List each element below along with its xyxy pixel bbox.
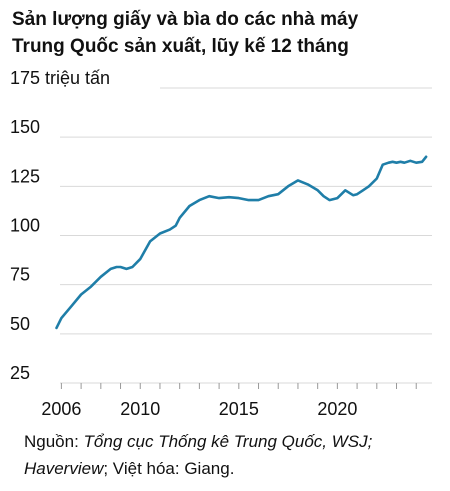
source-note: Nguồn: Tổng cục Thống kê Trung Quốc, WSJ… — [24, 428, 444, 482]
y-tick-label: 175 triệu tấn — [10, 68, 110, 88]
source-part-2: Haverview — [24, 459, 104, 478]
y-tick-label: 100 — [10, 216, 40, 236]
source-line-1: Nguồn: Tổng cục Thống kê Trung Quốc, WSJ… — [24, 428, 444, 455]
chart-title-line-2: Trung Quốc sản xuất, lũy kế 12 tháng — [12, 36, 349, 57]
y-tick-label: 125 — [10, 166, 40, 186]
y-tick-label: 75 — [10, 265, 30, 285]
series-line — [55, 155, 428, 330]
y-tick-label: 25 — [10, 363, 30, 383]
source-line-2: Haverview; Việt hóa: Giang. — [24, 455, 444, 482]
chart-title: Sản lượng giấy và bìa do các nhà máy Tru… — [12, 6, 442, 60]
x-tick-label: 2010 — [120, 399, 160, 419]
x-tick-label: 2015 — [219, 399, 259, 419]
x-tick-label: 2020 — [317, 399, 357, 419]
y-tick-label: 150 — [10, 117, 40, 137]
source-part-1: Tổng cục Thống kê Trung Quốc, WSJ; — [83, 432, 373, 451]
y-tick-label: 50 — [10, 314, 30, 334]
chart-title-line-1: Sản lượng giấy và bìa do các nhà máy — [12, 9, 359, 30]
source-prefix: Nguồn: — [24, 432, 84, 451]
source-part-3: ; Việt hóa: Giang. — [103, 459, 235, 478]
x-tick-label: 2006 — [41, 399, 81, 419]
